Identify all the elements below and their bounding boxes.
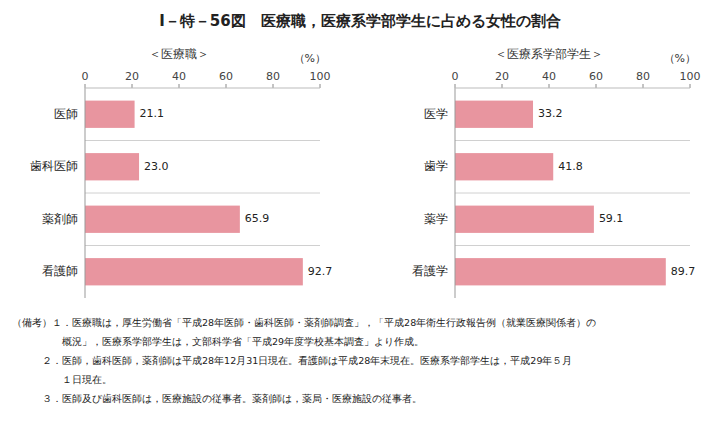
title: I－特－56図 医療職，医療系学部学生に占める女性の割合 (159, 12, 560, 30)
separator (85, 193, 320, 194)
bar (85, 101, 135, 128)
tick-mark (132, 84, 133, 88)
tick-label: 60 (219, 70, 233, 83)
chart: I－特－56図 医療職，医療系学部学生に占める女性の割合 ＜医療職＞ （%） 0 20 4… (0, 0, 720, 428)
footnote: ２．医師，歯科医師，薬剤師は平成28年12月31日現在。看護師は平成28年末現在… (12, 355, 572, 366)
subtitle: ＜医療系学部学生＞ (495, 47, 603, 61)
axis-line (455, 88, 456, 298)
panel: ＜医療系学部学生＞ （%） 0 20 40 60 80 100 33.2 医学 41.8 歯学 59.1… (412, 47, 701, 298)
bars (455, 101, 666, 286)
tick-label: 20 (125, 70, 139, 83)
tick-label: 40 (542, 70, 556, 83)
data-label: 65.9 (245, 212, 269, 225)
bar (455, 153, 553, 180)
tick-mark (455, 84, 456, 88)
axis-line (455, 88, 690, 89)
category-label: 医師 (54, 107, 78, 121)
footnote: （備考）１．医療職は，厚生労働省「平成28年医師・歯科医師・薬剤師調査」，「平成… (12, 317, 596, 328)
data-label: 33.2 (538, 107, 563, 120)
bar (85, 153, 139, 180)
footnote: 概況」，医療系学部学生は，文部科学省「平成29年度学校基本調査」より作成。 (12, 336, 424, 347)
tick-mark (179, 84, 180, 88)
tick-mark (85, 84, 86, 88)
bar (455, 206, 594, 233)
tick-label: 0 (82, 70, 89, 83)
category-label: 医学 (424, 107, 448, 121)
bar (455, 101, 533, 128)
category-label: 看護学 (412, 264, 448, 278)
bar (455, 258, 666, 285)
axis-label: （%） (664, 52, 696, 65)
category-label: 歯科医師 (30, 159, 78, 173)
tick-mark (596, 84, 597, 88)
tick-mark (502, 84, 503, 88)
axis-line (85, 88, 86, 298)
data-label: 21.1 (140, 107, 165, 120)
axis-label: （%） (294, 52, 326, 65)
footnote: ３．医師及び歯科医師は，医療施設の従事者。薬剤師は，薬局・医療施設の従事者。 (12, 393, 422, 404)
tick-label: 100 (310, 70, 331, 83)
separator (85, 245, 320, 246)
separator (455, 140, 690, 141)
tick-label: 100 (680, 70, 701, 83)
data-label: 23.0 (144, 160, 169, 173)
separator (455, 245, 690, 246)
category-label: 看護師 (42, 264, 78, 278)
data-label: 59.1 (599, 212, 624, 225)
panel: ＜医療職＞ （%） 0 20 40 60 80 100 21.1 医師 23.0 歯科医師 65.9 薬剤… (30, 47, 332, 298)
subtitle: ＜医療職＞ (149, 47, 209, 61)
data-label: 41.8 (558, 160, 583, 173)
tick-label: 40 (172, 70, 186, 83)
footnote: １日現在。 (12, 374, 112, 385)
tick-mark (226, 84, 227, 88)
separator (85, 140, 320, 141)
data-label: 92.7 (308, 265, 333, 278)
category-label: 薬学 (424, 212, 448, 226)
tick-label: 80 (636, 70, 650, 83)
category-label: 薬剤師 (42, 212, 78, 226)
bars (85, 101, 303, 286)
tick-mark (643, 84, 644, 88)
tick-label: 60 (589, 70, 603, 83)
tick-mark (690, 84, 691, 88)
tick-mark (549, 84, 550, 88)
tick-mark (273, 84, 274, 88)
bar (85, 258, 303, 285)
data-label: 89.7 (671, 265, 696, 278)
category-label: 歯学 (424, 159, 448, 173)
tick-label: 80 (266, 70, 280, 83)
tick-label: 0 (452, 70, 459, 83)
tick-label: 20 (495, 70, 509, 83)
axis-line (85, 88, 320, 89)
bar (85, 206, 240, 233)
separator (455, 193, 690, 194)
tick-mark (320, 84, 321, 88)
